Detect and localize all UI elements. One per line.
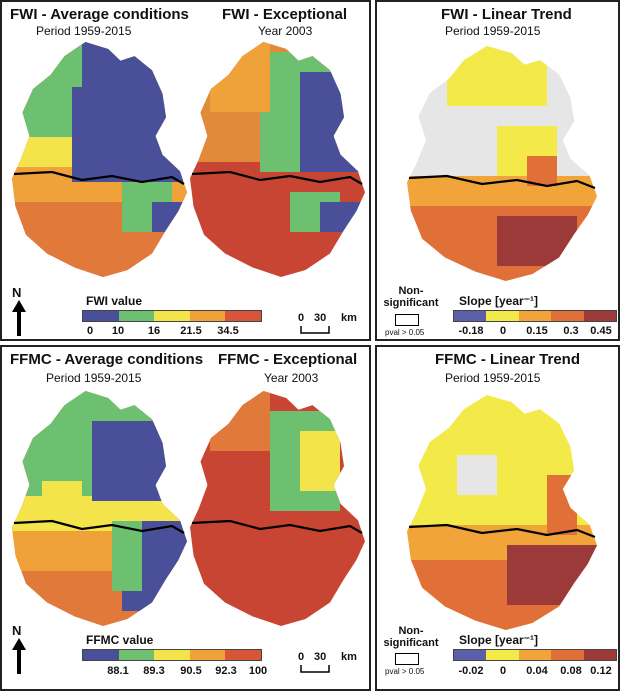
ffmc-exceptional-map [190,391,365,626]
legend-swatch-4 [189,650,226,660]
non-significant-swatch [395,653,419,665]
fwi-average-title: FWI - Average conditions [10,6,189,23]
fwi-legend-title: FWI value [86,294,143,308]
scale-value: 30 [314,651,327,663]
legend-swatch-4 [189,311,226,321]
trend-tick: 0.04 [526,665,548,677]
north-arrow-icon [12,638,26,674]
fwi-left-panel: FWI - Average conditions Period 1959-201… [0,0,371,341]
legend-swatch-3 [154,311,190,321]
fwi-trend-title: FWI - Linear Trend [441,6,572,23]
ffmc-left-panel: FFMC - Average conditions Period 1959-20… [0,345,371,691]
legend-tick: 90.5 [180,665,202,677]
trend-swatch-1 [454,650,487,660]
trend-tick: 0 [499,665,507,677]
trend-tick: 0.45 [590,325,612,337]
legend-swatch-5 [225,650,261,660]
ffmc-legend-bar [82,649,262,661]
ffmc-trend-title: FFMC - Linear Trend [435,351,581,368]
fwi-average-map [12,42,187,277]
pval-label: pval > 0.05 [385,667,425,676]
trend-swatch-2 [486,311,519,321]
north-label: N [12,623,22,638]
ffmc-legend-title: FFMC value [86,633,154,647]
trend-swatch-2 [486,650,519,660]
trend-tick: -0.18 [458,325,484,337]
scale-unit: km [341,651,357,663]
legend-tick: 89.3 [143,665,165,677]
legend-tick: 34.5 [217,325,239,337]
non-significant-label: Non- significant [383,285,439,309]
trend-tick: 0.08 [560,665,582,677]
legend-swatch-5 [225,311,261,321]
north-arrow-icon [12,300,26,336]
non-significant-swatch [395,314,419,326]
ffmc-trend-subtitle: Period 1959-2015 [445,371,541,385]
fwi-trend-map [407,46,597,281]
trend-swatch-5 [583,650,617,660]
ffmc-exceptional-subtitle: Year 2003 [264,371,319,385]
scale-zero: 0 [298,651,305,663]
pval-label: pval > 0.05 [385,328,425,337]
ffmc-trend-legend-title: Slope [year⁻¹] [459,633,539,647]
ffmc-average-title: FFMC - Average conditions [10,351,204,368]
scale-value: 30 [314,312,327,324]
trend-swatch-3 [518,311,552,321]
trend-swatch-1 [454,311,487,321]
north-label: N [12,285,22,300]
ffmc-exceptional-title: FFMC - Exceptional [218,351,358,368]
ffmc-trend-legend-bar [453,649,617,661]
fwi-trend-legend-bar [453,310,617,322]
trend-tick: 0 [499,325,507,337]
legend-tick: 16 [147,325,161,337]
legend-swatch-2 [118,311,155,321]
legend-tick: 0 [86,325,94,337]
legend-swatch-2 [118,650,155,660]
legend-tick: 100 [248,665,268,677]
fwi-exceptional-subtitle: Year 2003 [258,24,313,38]
trend-tick: -0.02 [458,665,484,677]
ffmc-trend-map [407,395,597,630]
ffmc-trend-panel: FFMC - Linear Trend Period 1959-2015 Non… [375,345,620,691]
legend-swatch-3 [154,650,190,660]
legend-tick: 21.5 [180,325,202,337]
trend-tick: 0.15 [526,325,548,337]
fwi-exceptional-map [190,42,365,277]
fwi-average-subtitle: Period 1959-2015 [36,24,132,38]
scale-bar-icon [300,665,330,673]
fwi-trend-subtitle: Period 1959-2015 [445,24,541,38]
trend-swatch-5 [583,311,617,321]
ffmc-average-map [12,391,187,626]
trend-swatch-4 [551,311,584,321]
trend-tick: 0.12 [590,665,612,677]
trend-swatch-3 [518,650,552,660]
non-significant-label: Non- significant [383,625,439,649]
trend-swatch-4 [551,650,584,660]
legend-tick: 10 [111,325,125,337]
scale-bar-icon [300,326,330,334]
legend-tick: 88.1 [107,665,129,677]
legend-tick: 92.3 [215,665,237,677]
ffmc-average-subtitle: Period 1959-2015 [46,371,142,385]
scale-zero: 0 [298,312,305,324]
fwi-trend-panel: FWI - Linear Trend Period 1959-2015 Non-… [375,0,620,341]
legend-swatch-1 [83,650,119,660]
legend-swatch-1 [83,311,119,321]
fwi-legend-bar [82,310,262,322]
trend-tick: 0.3 [563,325,579,337]
scale-unit: km [341,312,357,324]
fwi-exceptional-title: FWI - Exceptional [222,6,348,23]
fwi-trend-legend-title: Slope [year⁻¹] [459,294,539,308]
